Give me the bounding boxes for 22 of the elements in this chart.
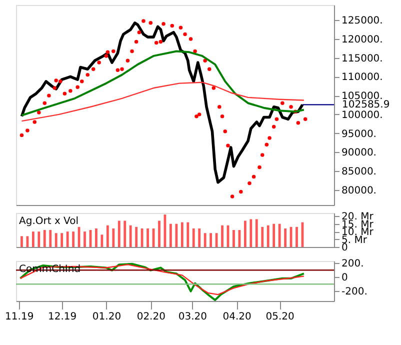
- y-tick-label: 80000.: [342, 185, 376, 196]
- x-tick-label: 11.19: [5, 312, 34, 322]
- x-tick-label: 03.20: [178, 312, 208, 322]
- y-tick-label: 95000.: [342, 128, 376, 140]
- y-tick-label: 110000.: [342, 72, 383, 84]
- y-tick-label: 100000.: [342, 110, 383, 121]
- y-tick-label: 0: [342, 242, 348, 254]
- y-tick-label: 125000.: [342, 16, 383, 27]
- y-tick-label: -200.: [342, 286, 368, 298]
- x-tick-label: 04.20: [222, 312, 252, 322]
- annotation: Ag.Ort x Vol: [19, 216, 79, 227]
- x-tick-label: 02.20: [136, 312, 166, 322]
- y-tick-label: 115000.: [342, 53, 383, 64]
- ref-line-label: 102585.9: [342, 100, 390, 111]
- x-tick-label: 12.19: [48, 312, 77, 322]
- x-tick-label: 01.20: [92, 312, 122, 322]
- y-tick-label: 0: [342, 272, 348, 284]
- y-tick-label: 85000.: [342, 166, 376, 178]
- y-tick-label: 90000.: [342, 148, 376, 159]
- y-tick-label: 120000.: [342, 34, 383, 46]
- y-tick-label: 200.: [342, 258, 364, 270]
- x-tick-label: 05.20: [266, 312, 294, 322]
